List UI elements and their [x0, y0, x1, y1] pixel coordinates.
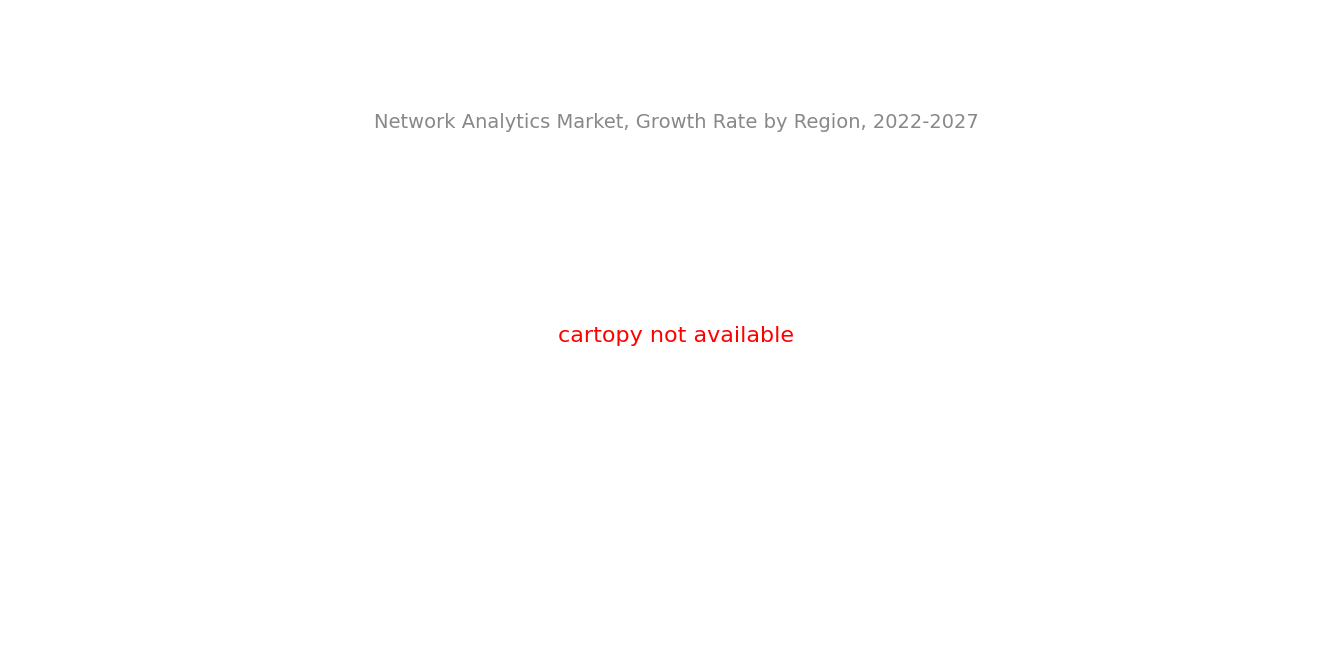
- Text: Network Analytics Market, Growth Rate by Region, 2022-2027: Network Analytics Market, Growth Rate by…: [374, 113, 979, 132]
- Text: cartopy not available: cartopy not available: [558, 326, 795, 346]
